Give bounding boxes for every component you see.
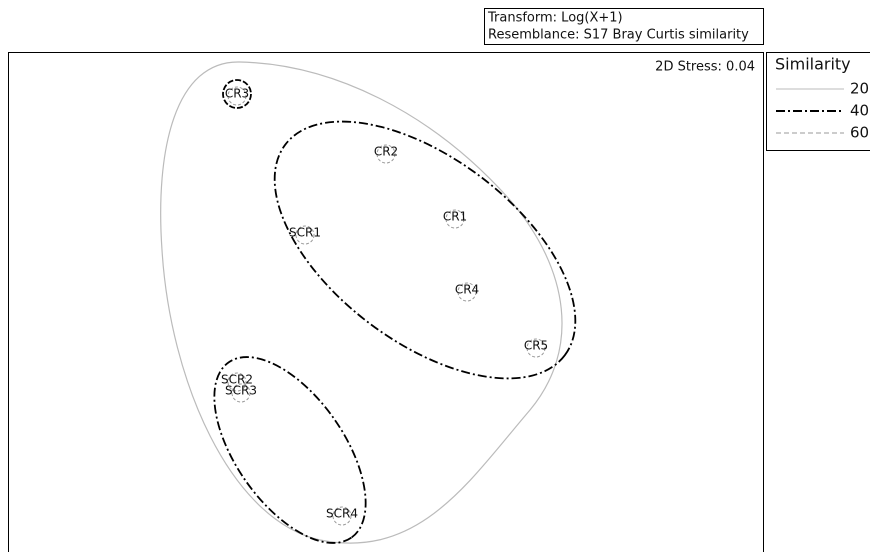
contour-40 (213, 356, 367, 544)
point-label: CR1 (443, 210, 467, 224)
legend-title: Similarity (775, 55, 851, 74)
contour-60 (445, 209, 465, 229)
contour-60 (231, 383, 251, 403)
contour-60 (295, 225, 315, 245)
point-label: CR2 (374, 145, 398, 159)
point-label: SCR3 (225, 384, 257, 398)
contour-60 (227, 86, 247, 106)
contour-20 (160, 61, 563, 544)
contour-40 (222, 79, 252, 109)
legend-label: 20 (850, 80, 869, 98)
contour-60 (332, 506, 352, 526)
point-label: CR5 (524, 339, 548, 353)
contour-60 (457, 282, 477, 302)
transform-text: Transform: Log(X+1) (487, 11, 623, 26)
point-label: CR4 (455, 283, 479, 297)
point-label: SCR4 (326, 507, 358, 521)
point-label: SCR1 (289, 226, 321, 240)
contour-40 (273, 120, 577, 380)
stress-text: 2D Stress: 0.04 (655, 60, 755, 75)
legend-label: 40 (850, 102, 869, 120)
point-label: CR3 (225, 87, 249, 101)
plot-frame (8, 52, 764, 552)
header-box (484, 8, 764, 45)
point-label: SCR2 (221, 373, 253, 387)
legend-label: 60 (850, 124, 869, 142)
contour-60 (227, 372, 247, 392)
legend-box (766, 52, 870, 151)
contour-60 (376, 144, 396, 164)
resemblance-text: Resemblance: S17 Bray Curtis similarity (488, 28, 749, 43)
contour-60 (526, 338, 546, 358)
